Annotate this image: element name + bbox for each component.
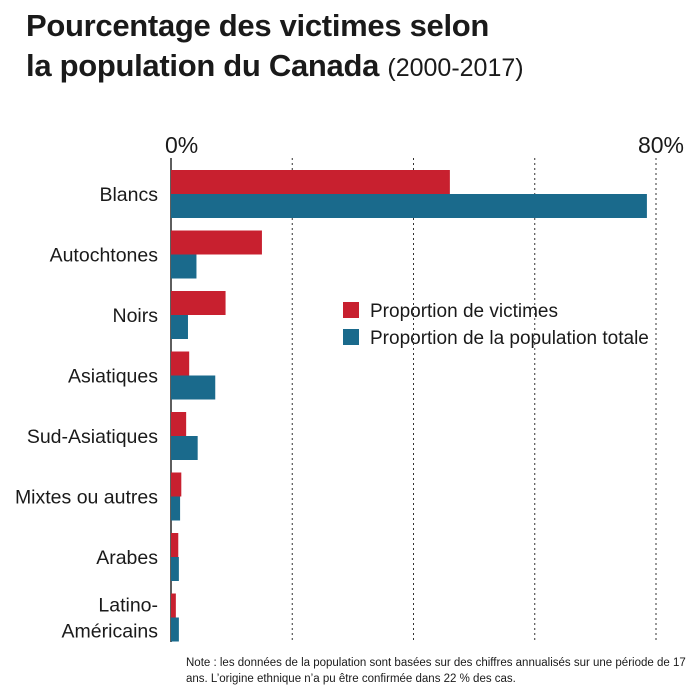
bar-victims-5 <box>171 472 182 497</box>
bar-population-5 <box>171 496 181 521</box>
category-label-6: Arabes <box>96 547 158 569</box>
bar-victims-2 <box>171 291 226 315</box>
category-label-7: Latino- Américains <box>62 595 159 643</box>
bar-population-3 <box>171 375 216 400</box>
title-line-2: la population du Canada <box>26 48 380 83</box>
bar-population-2 <box>171 315 188 339</box>
category-label-0: Blancs <box>99 184 158 206</box>
title-line-1: Pourcentage des victimes selon <box>26 8 490 43</box>
category-label-line: Latino- <box>98 595 158 617</box>
bar-population-0 <box>171 194 647 218</box>
bar-population-1 <box>171 254 197 279</box>
legend-label-1: Proportion de la population totale <box>370 328 649 349</box>
tick-label-0: 0% <box>165 132 198 158</box>
bar-chart: 0% 80% Blancs Autochtones Noirs Asiatiques Sud… <box>15 132 684 643</box>
category-label-line: Américains <box>62 621 159 643</box>
bar-victims-1 <box>171 230 262 255</box>
legend-swatch-0 <box>343 302 359 318</box>
bar-victims-6 <box>171 533 179 557</box>
bar-victims-7 <box>171 593 176 618</box>
category-label-3: Asiatiques <box>68 366 158 388</box>
title-years: (2000-2017) <box>387 54 524 82</box>
category-label-4: Sud-Asiatiques <box>27 426 158 448</box>
chart-title: Pourcentage des victimes selon la popula… <box>26 6 524 88</box>
legend-swatch-1 <box>343 329 359 345</box>
legend-label-0: Proportion de victimes <box>370 301 558 322</box>
bar-victims-0 <box>171 170 450 194</box>
bar-victims-3 <box>171 351 190 376</box>
category-label-1: Autochtones <box>50 245 159 267</box>
bar-population-4 <box>171 436 198 460</box>
bar-victims-4 <box>171 412 187 436</box>
footnote: Note : les données de la population sont… <box>186 657 686 685</box>
category-label-2: Noirs <box>112 305 158 327</box>
bar-population-7 <box>171 617 179 642</box>
category-label-5: Mixtes ou autres <box>15 487 158 509</box>
tick-label-80: 80% <box>638 132 684 158</box>
bar-population-6 <box>171 557 179 581</box>
